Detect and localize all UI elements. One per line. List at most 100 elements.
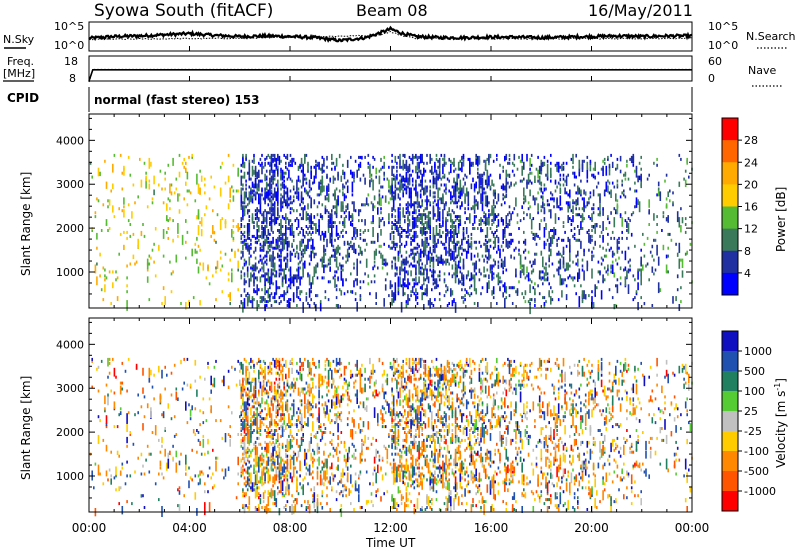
data-cell [505,183,508,193]
data-cell [556,197,558,209]
data-cell [305,508,308,511]
data-cell [291,494,293,498]
data-cell [405,211,408,215]
data-cell [334,274,336,278]
data-cell [259,276,262,283]
data-cell [435,203,438,207]
data-cell [358,211,360,215]
data-cell [283,462,285,473]
data-cell [494,205,496,209]
data-cell [292,230,295,235]
data-cell [649,250,652,254]
data-cell [292,383,295,387]
data-cell [245,294,247,298]
data-cell [227,294,230,298]
data-cell [407,209,409,213]
data-cell [261,506,263,509]
data-cell [505,225,508,228]
data-cell [475,155,477,159]
data-cell [291,444,293,448]
data-cell [308,179,311,188]
data-cell [237,359,239,363]
data-cell [508,185,511,189]
data-cell [304,205,306,211]
data-cell [348,252,350,256]
data-cell [583,203,585,212]
data-cell [310,407,312,411]
data-cell [302,179,304,186]
data-cell [264,466,266,470]
data-cell [554,181,557,185]
data-cell [321,230,324,236]
data-cell [488,282,490,290]
data-cell [245,375,247,386]
data-cell [643,302,646,306]
data-cell [472,177,474,183]
data-cell [410,248,412,252]
data-cell [607,272,609,276]
data-cell [312,227,314,230]
data-cell [589,195,592,199]
data-cell [570,209,573,213]
data-cell [321,256,324,268]
data-cell [665,203,668,209]
data-cell [246,466,249,475]
data-cell [402,286,404,297]
data-cell [548,203,550,207]
data-cell [581,300,584,304]
data-cell [567,205,569,209]
data-cell [262,460,265,464]
data-cell [235,189,238,193]
data-cell [396,229,398,232]
data-cell [492,183,495,187]
data-cell [426,284,428,295]
data-cell [158,365,160,373]
data-cell [299,365,301,372]
data-cell [277,203,279,207]
data-cell [577,272,579,282]
data-cell [243,171,246,179]
data-cell [451,195,454,199]
data-cell [332,205,335,209]
data-cell [502,169,504,173]
data-cell [269,169,271,176]
data-cell [608,191,611,195]
data-cell [273,256,276,260]
data-cell [518,252,520,256]
data-cell [270,213,273,217]
data-cell [273,300,276,304]
data-cell [550,286,552,290]
data-cell [250,419,252,423]
data-cell [296,304,298,307]
data-cell [489,264,492,268]
data-cell [557,205,560,209]
data-cell [550,238,552,247]
data-cell [281,442,284,446]
data-cell [667,270,669,274]
data-cell [289,197,292,201]
data-cell [304,421,306,425]
data-cell [550,229,552,232]
data-cell [242,504,244,508]
data-cell [197,482,200,486]
data-cell [302,433,304,436]
data-cell [299,482,301,486]
data-cell [429,264,431,268]
data-cell [269,161,271,165]
data-cell [445,203,447,207]
data-cell [197,266,200,274]
data-cell [440,254,443,264]
data-cell [242,468,244,474]
data-cell [562,238,565,242]
data-cell [391,225,393,228]
data-cell [253,365,255,369]
data-cell [688,175,690,179]
data-cell [269,456,271,460]
data-cell [304,476,306,480]
data-cell [248,177,251,181]
data-cell [126,436,128,444]
data-cell [548,209,550,213]
data-cell [578,238,581,242]
data-cell [443,278,446,282]
data-cell [121,466,124,470]
